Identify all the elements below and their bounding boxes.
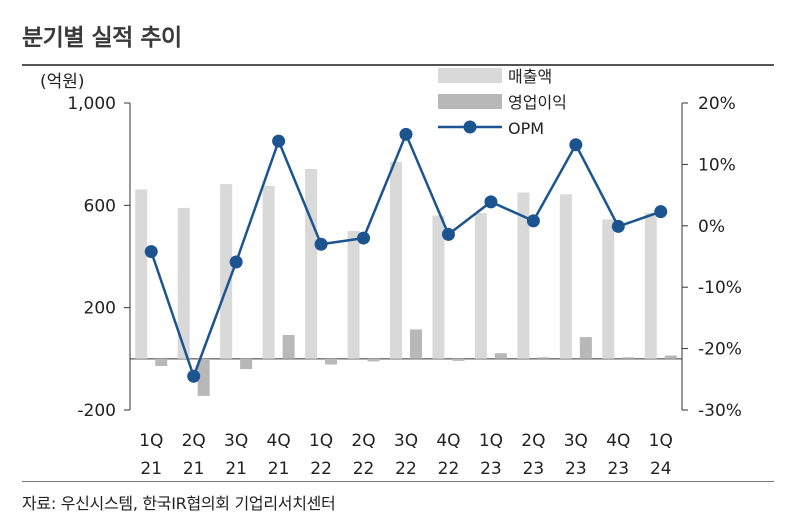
x-tick-year: 21 xyxy=(140,459,162,479)
opm-point xyxy=(272,134,286,148)
opm-point xyxy=(611,219,625,233)
op-profit-bar xyxy=(537,357,550,359)
x-tick-year: 21 xyxy=(268,459,290,479)
right-tick-label: 0% xyxy=(698,217,725,237)
x-tick-quarter: 1Q xyxy=(649,431,673,451)
x-tick-quarter: 1Q xyxy=(309,431,333,451)
left-tick-label: 600 xyxy=(84,196,116,216)
right-tick-label: -20% xyxy=(698,340,742,360)
x-tick-quarter: 3Q xyxy=(564,431,588,451)
left-tick-label: 1,000 xyxy=(67,94,116,114)
axes: 1,000 600 200 -200 20% 10% 0% -10% -20% -30% xyxy=(67,94,742,421)
legend-label: 매출액 xyxy=(508,67,552,86)
op-profit-bar xyxy=(410,329,422,359)
x-tick-year: 22 xyxy=(310,459,332,479)
bars xyxy=(135,161,677,396)
sales-bar xyxy=(474,213,487,359)
x-tick-year: 23 xyxy=(480,459,502,479)
legend-swatch xyxy=(438,68,502,83)
sales-bar xyxy=(135,189,148,359)
left-unit-label: (억원) xyxy=(40,72,85,92)
x-tick-quarter: 4Q xyxy=(267,431,291,451)
opm-point xyxy=(229,255,243,269)
legend-swatch xyxy=(438,94,502,109)
op-profit-bar xyxy=(325,358,338,365)
opm-point xyxy=(399,127,413,141)
legend-marker xyxy=(463,120,477,134)
x-tick-year: 21 xyxy=(183,459,205,479)
sales-bar xyxy=(262,185,275,359)
x-tick-quarter: 4Q xyxy=(436,431,460,451)
x-tick-year: 22 xyxy=(438,459,460,479)
x-tick-quarter: 1Q xyxy=(479,431,503,451)
title-rule xyxy=(22,64,774,66)
opm-point xyxy=(441,227,455,241)
opm-point xyxy=(187,369,201,383)
legend-label: OPM xyxy=(508,119,544,138)
sales-bar xyxy=(390,161,402,359)
op-profit-bar xyxy=(367,358,380,362)
x-tick-year: 23 xyxy=(523,459,545,479)
right-tick-label: 20% xyxy=(698,94,736,114)
sales-bar xyxy=(220,184,233,359)
sales-bar xyxy=(517,192,530,359)
x-tick-quarter: 1Q xyxy=(139,431,163,451)
op-profit-bar xyxy=(494,353,507,359)
right-tick-label: -10% xyxy=(698,278,742,298)
sales-bar xyxy=(305,169,318,359)
x-tick-year: 22 xyxy=(395,459,417,479)
opm-point xyxy=(526,214,540,228)
op-profit-bar xyxy=(197,358,210,396)
sales-bar xyxy=(602,219,615,359)
source-rule xyxy=(22,481,774,482)
x-tick-year: 21 xyxy=(225,459,247,479)
opm-point xyxy=(569,138,583,152)
x-axis-labels: 1Q 21 2Q 21 3Q 21 4Q 21 1Q 22 2Q 22 3Q 22 4Q 22 1Q 23 2Q 23… xyxy=(139,431,673,479)
x-tick-quarter: 2Q xyxy=(182,431,206,451)
sales-bar xyxy=(644,213,657,359)
legend-label: 영업이익 xyxy=(508,93,567,112)
opm-line xyxy=(144,127,668,383)
x-tick-quarter: 3Q xyxy=(394,431,418,451)
x-tick-quarter: 2Q xyxy=(521,431,545,451)
opm-point xyxy=(314,237,328,251)
op-profit-bar xyxy=(452,358,465,361)
right-tick-label: 10% xyxy=(698,155,736,175)
op-profit-bar xyxy=(282,335,295,359)
opm-point xyxy=(484,195,498,209)
x-tick-year: 24 xyxy=(650,459,672,479)
left-tick-label: 200 xyxy=(84,299,116,319)
sales-bar xyxy=(432,215,445,359)
op-profit-bar xyxy=(155,358,168,366)
sales-bar xyxy=(177,207,190,359)
sales-bar xyxy=(559,194,572,359)
x-tick-year: 23 xyxy=(607,459,629,479)
right-tick-label: -30% xyxy=(698,401,742,421)
x-tick-quarter: 2Q xyxy=(351,431,375,451)
source-note: 자료: 우신시스템, 한국IR협의회 기업리서치센터 xyxy=(22,494,336,513)
op-profit-bar xyxy=(240,358,253,370)
opm-point xyxy=(144,245,158,259)
x-tick-quarter: 4Q xyxy=(606,431,630,451)
op-profit-bar xyxy=(579,337,592,359)
x-tick-quarter: 3Q xyxy=(224,431,248,451)
x-tick-year: 23 xyxy=(565,459,587,479)
sales-bar xyxy=(347,230,360,359)
op-profit-bar xyxy=(622,357,635,359)
x-tick-year: 22 xyxy=(353,459,375,479)
left-tick-label: -200 xyxy=(77,401,116,421)
opm-point xyxy=(654,205,668,219)
op-profit-bar xyxy=(664,355,677,359)
opm-point xyxy=(357,231,371,245)
chart-title: 분기별 실적 추이 xyxy=(22,25,182,51)
